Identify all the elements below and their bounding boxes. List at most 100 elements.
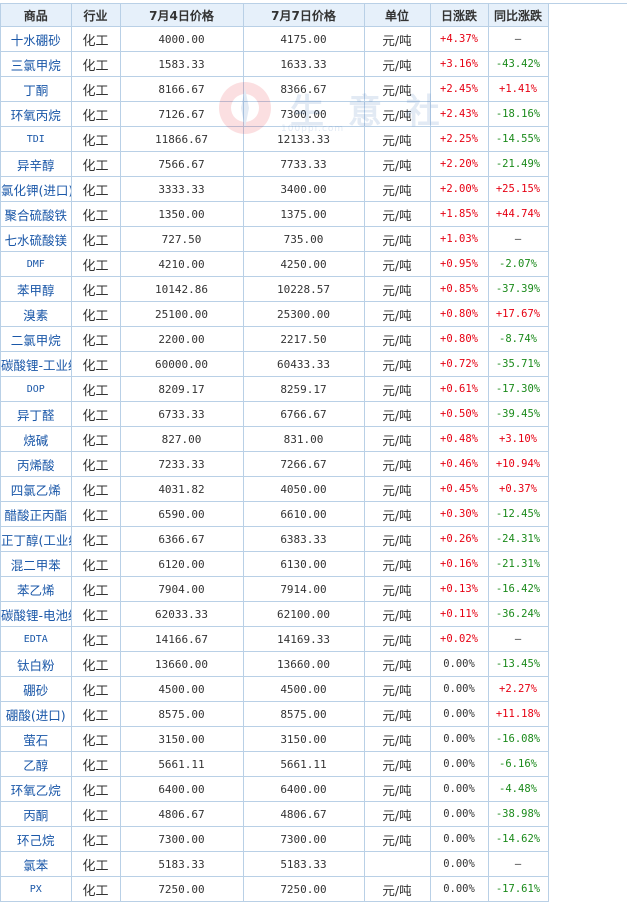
product-name-link[interactable]: 苯甲醇: [1, 276, 72, 302]
industry-cell: 化工: [71, 876, 121, 902]
industry-cell: 化工: [71, 101, 121, 127]
table-row: EDTA 化工 14166.67 14169.33 元/吨 +0.02% —: [1, 626, 627, 652]
header-price-jul4-cell[interactable]: 7月4日价格: [120, 4, 244, 27]
header-yoy-change[interactable]: 同比涨跌: [488, 4, 549, 27]
product-name-link[interactable]: 钛白粉: [1, 651, 72, 677]
product-name-link[interactable]: 苯乙烯: [1, 576, 72, 602]
product-name-link[interactable]: 萤石: [1, 726, 72, 752]
industry-cell: 化工: [71, 151, 121, 177]
header-price-jul7[interactable]: 7月7日价格: [243, 4, 365, 27]
table-row: 三氯甲烷 化工 1583.33 1633.33 元/吨 +3.16% -43.42%: [1, 51, 627, 77]
product-name-link[interactable]: 丁酮: [1, 76, 72, 102]
table-body: 十水硼砂 化工 4000.00 4175.00 元/吨 +4.37% — 三氯甲烷 化工 1583…: [1, 26, 627, 902]
price-jul4-cell: 7904.00: [120, 576, 244, 602]
product-name-link[interactable]: TDI: [1, 126, 72, 152]
daily-change-cell: +0.80%: [430, 326, 489, 352]
price-jul4-cell: 8575.00: [120, 701, 244, 727]
product-name-link[interactable]: 丙烯酸: [1, 451, 72, 477]
price-jul4-cell: 4210.00: [120, 251, 244, 277]
product-name-link[interactable]: DOP: [1, 376, 72, 402]
product-name-link[interactable]: 异丁醛: [1, 401, 72, 427]
unit-cell: 元/吨: [364, 551, 431, 577]
daily-change-cell: 0.00%: [430, 726, 489, 752]
header-unit[interactable]: 单位: [364, 4, 431, 27]
product-name-link[interactable]: 氯苯: [1, 851, 72, 877]
yoy-change-cell: +2.27%: [488, 676, 549, 702]
yoy-change-cell: -17.30%: [488, 376, 549, 402]
header-industry[interactable]: 行业: [71, 4, 121, 27]
industry-cell: 化工: [71, 251, 121, 277]
industry-cell: 化工: [71, 76, 121, 102]
header-daily-change[interactable]: 日涨跌: [430, 4, 489, 27]
price-jul4-cell: 8209.17: [120, 376, 244, 402]
product-name-link[interactable]: 四氯乙烯: [1, 476, 72, 502]
price-jul4-cell: 7566.67: [120, 151, 244, 177]
industry-cell: 化工: [71, 551, 121, 577]
product-name-link[interactable]: 正丁醇(工业级): [1, 526, 72, 552]
yoy-change-cell: -24.31%: [488, 526, 549, 552]
product-name-link[interactable]: 三氯甲烷: [1, 51, 72, 77]
product-name-link[interactable]: 溴素: [1, 301, 72, 327]
unit-cell: [364, 851, 431, 877]
unit-cell: 元/吨: [364, 51, 431, 77]
price-jul4-cell: 827.00: [120, 426, 244, 452]
price-change-table: 商品 行业 7月4日价格 7月4日价格 7月7日价格 单位 日涨跌 同比涨跌 十…: [1, 4, 627, 902]
product-name-link[interactable]: 丙酮: [1, 801, 72, 827]
price-jul7-cell: 4250.00: [243, 251, 365, 277]
industry-cell: 化工: [71, 276, 121, 302]
yoy-change-cell: —: [488, 26, 549, 52]
yoy-change-cell: —: [488, 226, 549, 252]
product-name-link[interactable]: 二氯甲烷: [1, 326, 72, 352]
industry-cell: 化工: [71, 126, 121, 152]
product-name-link[interactable]: 氯化钾(进口): [1, 176, 72, 202]
daily-change-cell: +0.11%: [430, 601, 489, 627]
table-row: 硼砂 化工 4500.00 4500.00 元/吨 0.00% +2.27%: [1, 676, 627, 702]
product-name-link[interactable]: 硼酸(进口): [1, 701, 72, 727]
header-product[interactable]: 商品: [1, 4, 72, 27]
industry-cell: 化工: [71, 226, 121, 252]
product-name-link[interactable]: 十水硼砂: [1, 26, 72, 52]
price-jul4-cell: 5183.33: [120, 851, 244, 877]
product-name-link[interactable]: 硼砂: [1, 676, 72, 702]
price-jul4-cell: 4500.00: [120, 676, 244, 702]
price-jul4-cell: 727.50: [120, 226, 244, 252]
product-name-link[interactable]: 碳酸锂-电池级: [1, 601, 72, 627]
industry-cell: 化工: [71, 301, 121, 327]
daily-change-cell: +0.16%: [430, 551, 489, 577]
industry-cell: 化工: [71, 326, 121, 352]
product-name-link[interactable]: 环氧乙烷: [1, 776, 72, 802]
product-name-link[interactable]: 环氧丙烷: [1, 101, 72, 127]
table-row: PX 化工 7250.00 7250.00 元/吨 0.00% -17.61%: [1, 876, 627, 902]
price-jul7-cell: 60433.33: [243, 351, 365, 377]
product-name-link[interactable]: 乙醇: [1, 751, 72, 777]
price-jul4-cell: 3150.00: [120, 726, 244, 752]
yoy-change-cell: —: [488, 626, 549, 652]
yoy-change-cell: -21.31%: [488, 551, 549, 577]
yoy-change-cell: +1.41%: [488, 76, 549, 102]
product-name-link[interactable]: 环己烷: [1, 826, 72, 852]
product-name-link[interactable]: 聚合硫酸铁: [1, 201, 72, 227]
product-name-link[interactable]: 醋酸正丙酯: [1, 501, 72, 527]
unit-cell: 元/吨: [364, 701, 431, 727]
product-name-link[interactable]: 碳酸锂-工业级: [1, 351, 72, 377]
product-name-link[interactable]: 异辛醇: [1, 151, 72, 177]
yoy-change-cell: +10.94%: [488, 451, 549, 477]
industry-cell: 化工: [71, 376, 121, 402]
industry-cell: 化工: [71, 26, 121, 52]
product-name-link[interactable]: 七水硫酸镁: [1, 226, 72, 252]
unit-cell: 元/吨: [364, 801, 431, 827]
daily-change-cell: +0.13%: [430, 576, 489, 602]
daily-change-cell: +0.72%: [430, 351, 489, 377]
product-name-link[interactable]: 混二甲苯: [1, 551, 72, 577]
yoy-change-cell: +0.37%: [488, 476, 549, 502]
unit-cell: 元/吨: [364, 226, 431, 252]
table-row: 环己烷 化工 7300.00 7300.00 元/吨 0.00% -14.62%: [1, 826, 627, 852]
price-jul4-cell: 6400.00: [120, 776, 244, 802]
price-jul7-cell: 8575.00: [243, 701, 365, 727]
price-jul7-cell: 10228.57: [243, 276, 365, 302]
product-name-link[interactable]: PX: [1, 876, 72, 902]
price-jul7-cell: 6130.00: [243, 551, 365, 577]
product-name-link[interactable]: DMF: [1, 251, 72, 277]
product-name-link[interactable]: 烧碱: [1, 426, 72, 452]
product-name-link[interactable]: EDTA: [1, 626, 72, 652]
